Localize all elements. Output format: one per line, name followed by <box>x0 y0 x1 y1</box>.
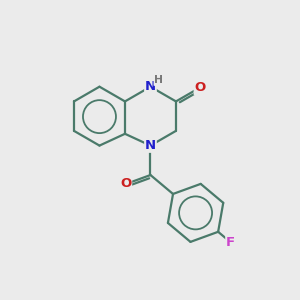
Text: N: N <box>145 80 156 93</box>
Text: F: F <box>226 236 235 249</box>
Text: O: O <box>194 81 206 94</box>
Text: N: N <box>145 139 156 152</box>
Text: O: O <box>120 177 131 190</box>
Text: H: H <box>154 75 163 85</box>
